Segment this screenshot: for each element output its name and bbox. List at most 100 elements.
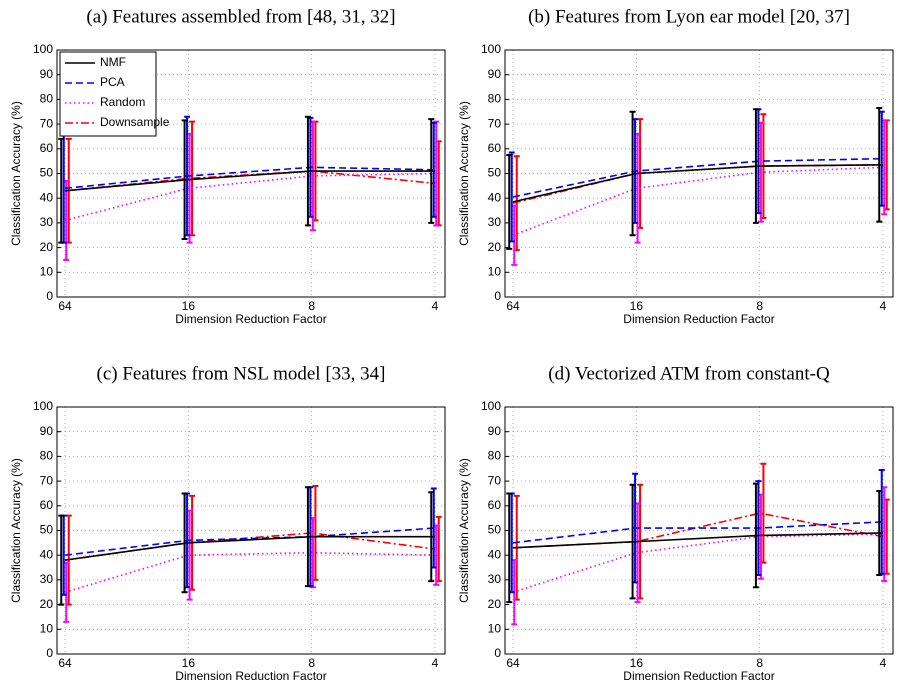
y-tick-label: 20: [40, 597, 54, 611]
y-tick-label: 100: [481, 42, 501, 56]
series-line: [64, 166, 436, 190]
error-bar: [433, 120, 440, 227]
series-line: [512, 166, 884, 236]
y-tick-label: 10: [40, 264, 54, 278]
x-axis-label: Dimension Reduction Factor: [175, 312, 326, 326]
y-tick-label: 40: [488, 190, 502, 204]
y-tick-label: 30: [488, 215, 502, 229]
error-bar: [58, 137, 65, 244]
subplot-title: (b) Features from Lyon ear model [20, 37…: [528, 6, 850, 27]
series-line: [64, 535, 435, 561]
x-axis-label: Dimension Reduction Factor: [175, 669, 326, 683]
y-tick-label: 90: [488, 424, 502, 438]
y-tick-label: 60: [488, 498, 502, 512]
subplot-title: (a) Features assembled from [48, 31, 32]: [86, 6, 395, 27]
legend-label: PCA: [100, 75, 125, 89]
series-line: [64, 170, 435, 192]
error-bar: [876, 107, 883, 223]
y-tick-label: 20: [488, 240, 502, 254]
error-bar: [58, 514, 65, 606]
error-bar: [304, 486, 311, 588]
axes-box: [504, 49, 894, 298]
x-tick-label: 64: [58, 299, 72, 313]
series-line: [512, 157, 884, 198]
y-tick-label: 80: [40, 449, 54, 463]
x-axis-label: Dimension Reduction Factor: [623, 312, 774, 326]
x-tick-label: 16: [182, 299, 196, 313]
axes-box: [56, 406, 446, 655]
error-bar: [304, 115, 311, 227]
x-tick-label: 4: [880, 656, 887, 670]
error-bar: [876, 489, 883, 576]
y-tick-label: 0: [46, 289, 53, 303]
y-tick-label: 0: [494, 289, 501, 303]
y-tick-label: 50: [40, 523, 54, 537]
x-tick-label: 64: [506, 299, 520, 313]
x-tick-label: 16: [630, 656, 644, 670]
y-tick-label: 60: [40, 498, 54, 512]
y-tick-label: 70: [488, 473, 502, 487]
error-bar: [428, 118, 435, 224]
y-axis-label: Classification Accuracy (%): [457, 101, 471, 246]
y-tick-label: 20: [488, 597, 502, 611]
error-bar: [181, 492, 188, 594]
error-bar: [629, 110, 636, 237]
legend-box: [59, 51, 157, 137]
x-tick-label: 8: [756, 299, 763, 313]
error-bar: [752, 108, 759, 224]
y-tick-label: 80: [488, 92, 502, 106]
legend-label: Random: [100, 95, 145, 109]
x-tick-label: 8: [308, 299, 315, 313]
y-tick-label: 60: [488, 141, 502, 155]
y-axis-label: Classification Accuracy (%): [457, 458, 471, 603]
y-tick-label: 10: [488, 264, 502, 278]
series-line: [64, 527, 436, 556]
x-tick-label: 8: [756, 656, 763, 670]
subplot: (b) Features from Lyon ear model [20, 37…: [457, 6, 894, 326]
x-tick-label: 4: [432, 656, 439, 670]
series-line: [64, 170, 436, 192]
error-bar: [752, 482, 759, 589]
series-line: [512, 532, 884, 549]
x-tick-label: 16: [182, 656, 196, 670]
y-tick-label: 0: [494, 646, 501, 660]
y-tick-label: 30: [40, 572, 54, 586]
axes-box: [504, 406, 894, 655]
legend-label: Downsample: [100, 115, 170, 129]
x-tick-label: 8: [308, 656, 315, 670]
y-tick-label: 50: [488, 166, 502, 180]
y-tick-label: 30: [488, 572, 502, 586]
y-tick-label: 0: [46, 646, 53, 660]
series-line: [512, 533, 884, 594]
y-axis-label: Classification Accuracy (%): [9, 101, 23, 246]
y-tick-label: 100: [481, 399, 501, 413]
x-tick-label: 64: [58, 656, 72, 670]
series-line: [512, 164, 884, 203]
y-tick-label: 30: [40, 215, 54, 229]
subplot: (c) Features from NSL model [33, 34] 0 10 2…: [9, 363, 446, 683]
subplot: (a) Features assembled from [48, 31, 32]…: [9, 6, 446, 326]
y-tick-label: 100: [33, 42, 53, 56]
y-tick-label: 70: [40, 116, 54, 130]
y-tick-label: 90: [488, 67, 502, 81]
x-tick-label: 64: [506, 656, 520, 670]
error-bar: [506, 153, 513, 250]
y-tick-label: 70: [40, 473, 54, 487]
error-bar: [506, 492, 513, 604]
series-line: [64, 551, 436, 594]
y-axis-label: Classification Accuracy (%): [9, 458, 23, 603]
y-tick-label: 90: [40, 67, 54, 81]
y-tick-label: 80: [40, 92, 54, 106]
x-tick-label: 16: [630, 299, 644, 313]
subplot-title: (d) Vectorized ATM from constant-Q: [548, 363, 830, 384]
y-tick-label: 10: [488, 621, 502, 635]
error-bar: [181, 119, 188, 240]
y-tick-label: 100: [33, 399, 53, 413]
y-tick-label: 50: [40, 166, 54, 180]
y-tick-label: 20: [40, 240, 54, 254]
y-tick-label: 40: [40, 547, 54, 561]
error-bar: [629, 483, 636, 600]
y-tick-label: 60: [40, 141, 54, 155]
y-tick-label: 70: [488, 116, 502, 130]
